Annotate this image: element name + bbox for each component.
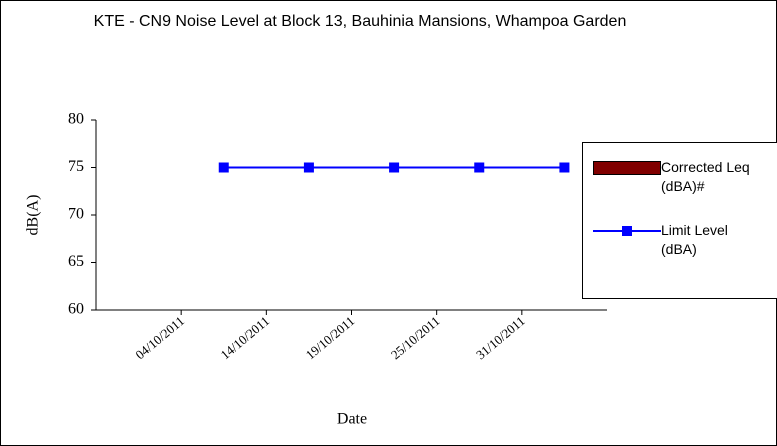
legend-label: Limit Level (dBA) bbox=[661, 222, 728, 257]
marker bbox=[389, 162, 400, 173]
marker bbox=[559, 162, 570, 173]
marker bbox=[303, 162, 314, 173]
chart-title: KTE - CN9 Noise Level at Block 13, Bauhi… bbox=[93, 13, 627, 30]
legend: Corrected Leq (dBA)# Limit Level (dBA) bbox=[582, 142, 777, 299]
legend-label: Corrected Leq (dBA)# bbox=[661, 159, 750, 194]
x-axis-label: Date bbox=[337, 411, 367, 428]
y-tick-label: 60 bbox=[68, 301, 84, 318]
y-axis-label: dB(A) bbox=[25, 195, 42, 236]
legend-key bbox=[593, 221, 661, 241]
legend-marker bbox=[622, 226, 632, 236]
legend-swatch bbox=[593, 161, 661, 175]
legend-item: Limit Level (dBA) bbox=[583, 221, 766, 259]
y-tick-label: 75 bbox=[68, 158, 84, 175]
y-tick-label: 80 bbox=[68, 111, 84, 128]
marker bbox=[218, 162, 229, 173]
y-tick-label: 65 bbox=[68, 253, 84, 270]
title-box: KTE - CN9 Noise Level at Block 13, Bauhi… bbox=[93, 13, 627, 30]
legend-key bbox=[593, 158, 661, 178]
marker bbox=[474, 162, 485, 173]
y-tick-label: 70 bbox=[68, 206, 84, 223]
legend-item: Corrected Leq (dBA)# bbox=[583, 158, 766, 196]
